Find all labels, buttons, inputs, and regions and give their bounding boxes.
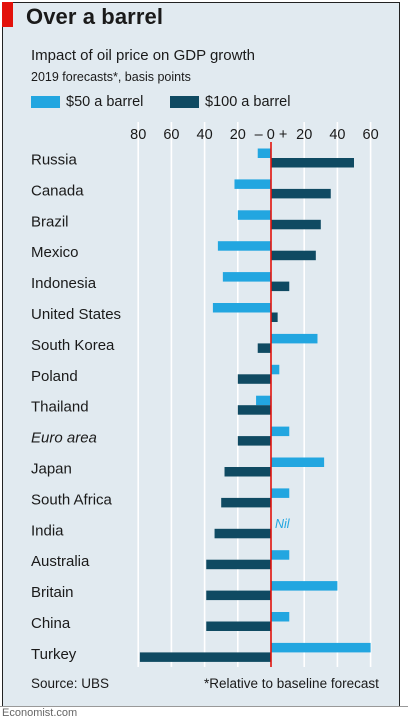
bar: [238, 405, 271, 415]
category-label: Australia: [31, 553, 90, 570]
bar: [221, 498, 271, 508]
bar: [213, 303, 271, 313]
x-tick-label: 20: [230, 127, 246, 143]
bar: [271, 427, 289, 437]
bar: [271, 550, 289, 560]
category-label: Poland: [31, 368, 78, 385]
bar: [238, 436, 271, 446]
category-label: United States: [31, 306, 121, 323]
category-label: Thailand: [31, 399, 89, 416]
x-tick-label: 20: [296, 127, 312, 143]
bar: [271, 612, 289, 622]
x-tick-label: 40: [197, 127, 213, 143]
bar: [223, 272, 271, 282]
bar: [271, 334, 317, 344]
category-label: Canada: [31, 182, 84, 199]
category-label: South Korea: [31, 337, 115, 354]
bar: [256, 396, 271, 406]
bar: [271, 581, 337, 591]
x-tick-label: 40: [329, 127, 345, 143]
bar: [271, 158, 354, 168]
category-label: India: [31, 522, 64, 539]
bar: [206, 560, 271, 570]
bar: [140, 652, 271, 662]
category-label: Mexico: [31, 244, 79, 261]
x-tick-label: 60: [163, 127, 179, 143]
bar: [234, 179, 271, 189]
nil-label: Nil: [275, 517, 291, 531]
bar: [218, 241, 271, 251]
category-label: China: [31, 615, 71, 632]
bar: [225, 467, 271, 477]
bar: [271, 189, 331, 199]
bar: [271, 220, 321, 230]
bar: [271, 365, 279, 375]
x-tick-label: 80: [130, 127, 146, 143]
category-label: Russia: [31, 152, 78, 169]
category-label: Indonesia: [31, 275, 97, 292]
bar: [271, 282, 289, 292]
category-label: Euro area: [31, 430, 97, 447]
bar: [215, 529, 271, 539]
x-tick-label: – 0 +: [255, 127, 288, 143]
bar: [206, 591, 271, 601]
bar: [271, 251, 316, 261]
footnote-label: *Relative to baseline forecast: [204, 676, 379, 691]
bar: [238, 374, 271, 384]
bar: [258, 149, 271, 159]
bar: [271, 458, 324, 468]
category-label: Japan: [31, 461, 72, 478]
category-label: South Africa: [31, 491, 113, 508]
category-label: Britain: [31, 584, 74, 601]
x-tick-label: 60: [363, 127, 379, 143]
credit-label: Economist.com: [2, 707, 77, 719]
bar: [258, 343, 271, 353]
source-label: Source: UBS: [31, 676, 109, 691]
bar: [271, 313, 278, 323]
bar: [271, 643, 371, 653]
bar: [238, 210, 271, 220]
category-label: Turkey: [31, 646, 77, 663]
category-label: Brazil: [31, 213, 69, 230]
bar: [271, 488, 289, 498]
bar: [206, 622, 271, 632]
